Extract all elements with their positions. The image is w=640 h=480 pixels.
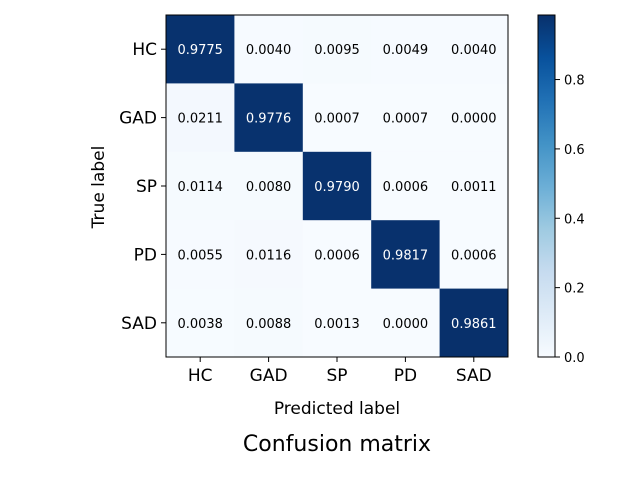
heatmap-cell	[371, 151, 441, 221]
heatmap-cell	[439, 220, 509, 290]
heatmap-cell	[234, 151, 304, 221]
y-tick-label: HC	[132, 40, 157, 60]
heatmap-cell	[302, 220, 372, 290]
heatmap-cell	[302, 288, 372, 358]
heatmap-cell	[371, 220, 441, 290]
cell-value-label: 0.0007	[383, 112, 429, 127]
heatmap-cell	[166, 83, 235, 153]
heatmap-cell	[371, 288, 441, 358]
cell-value-label: 0.0000	[383, 317, 429, 332]
cell-value-label: 0.9817	[383, 248, 429, 263]
y-axis-label: True label	[89, 146, 109, 230]
x-tick-label: GAD	[250, 366, 288, 386]
x-axis-ticks: HC GAD SP PD SAD	[188, 357, 492, 386]
colorbar-gradient	[537, 14, 556, 358]
heatmap-cell	[234, 288, 304, 358]
heatmap-cells	[166, 15, 509, 358]
cell-value-label: 0.0006	[383, 180, 429, 195]
cell-value-label: 0.0049	[383, 43, 429, 58]
heatmap-cell	[234, 15, 304, 84]
x-tick-label: HC	[188, 366, 213, 386]
heatmap-cell-labels: 0.9775 0.0040 0.0095 0.0049 0.0040 0.0211 0.97…	[177, 43, 496, 332]
heatmap-cell	[371, 83, 441, 153]
heatmap-cell	[439, 83, 509, 153]
cell-value-label: 0.9790	[314, 180, 360, 195]
y-tick-label: PD	[134, 245, 157, 265]
cell-value-label: 0.0040	[246, 43, 292, 58]
x-tick-label: PD	[394, 366, 417, 386]
cell-value-label: 0.0007	[314, 112, 360, 127]
colorbar-tick-label: 0.6	[564, 143, 585, 158]
heatmap-cell	[439, 151, 509, 221]
cell-value-label: 0.0013	[314, 317, 360, 332]
heatmap-cell	[166, 151, 235, 221]
heatmap-cell	[166, 15, 235, 84]
cell-value-label: 0.0080	[246, 180, 292, 195]
colorbar-tick-label: 0.4	[564, 212, 585, 227]
heatmap-cell	[302, 151, 372, 221]
x-tick-label: SP	[326, 366, 347, 386]
cell-value-label: 0.0000	[451, 112, 497, 127]
heatmap-cell	[439, 288, 509, 358]
y-tick-label: SAD	[121, 314, 157, 334]
cell-value-label: 0.0038	[177, 317, 223, 332]
heatmap-cell	[234, 83, 304, 153]
heatmap-cell	[302, 83, 372, 153]
colorbar: 0.0 0.2 0.4 0.6 0.8	[537, 14, 585, 366]
colorbar-tick-label: 0.2	[564, 282, 585, 297]
cell-value-label: 0.0114	[177, 180, 223, 195]
cell-value-label: 0.9776	[246, 112, 292, 127]
cell-value-label: 0.0040	[451, 43, 497, 58]
y-tick-label: GAD	[119, 109, 157, 129]
cell-value-label: 0.0088	[246, 317, 292, 332]
cell-value-label: 0.0006	[451, 248, 497, 263]
cell-value-label: 0.0095	[314, 43, 360, 58]
heatmap-cell	[439, 15, 509, 84]
heatmap-cell	[371, 15, 441, 84]
cell-value-label: 0.0055	[177, 248, 223, 263]
cell-value-label: 0.9861	[451, 317, 497, 332]
colorbar-ticks: 0.0 0.2 0.4 0.6 0.8	[555, 74, 585, 366]
cell-value-label: 0.9775	[177, 43, 223, 58]
x-tick-label: SAD	[456, 366, 492, 386]
chart-title: Confusion matrix	[243, 432, 431, 457]
y-tick-label: SP	[136, 177, 157, 197]
y-axis-ticks: HC GAD SP PD SAD	[119, 40, 166, 334]
x-axis-label: Predicted label	[274, 399, 400, 419]
colorbar-tick-label: 0.8	[564, 74, 585, 89]
colorbar-tick-label: 0.0	[564, 351, 585, 366]
heatmap-cell	[234, 220, 304, 290]
heatmap-cell	[302, 15, 372, 84]
cell-value-label: 0.0211	[177, 112, 223, 127]
heatmap-cell	[166, 288, 235, 358]
cell-value-label: 0.0116	[246, 248, 292, 263]
heatmap-cell	[166, 220, 235, 290]
cell-value-label: 0.0011	[451, 180, 497, 195]
cell-value-label: 0.0006	[314, 248, 360, 263]
